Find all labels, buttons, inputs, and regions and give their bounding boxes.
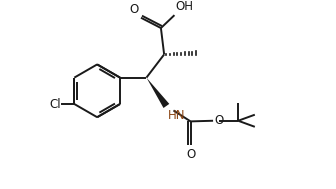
Polygon shape (146, 78, 169, 108)
Text: O: O (129, 3, 138, 16)
Text: O: O (186, 148, 195, 161)
Text: OH: OH (176, 0, 194, 13)
Text: Cl: Cl (49, 98, 61, 111)
Text: HN: HN (168, 108, 186, 122)
Text: O: O (214, 114, 224, 127)
